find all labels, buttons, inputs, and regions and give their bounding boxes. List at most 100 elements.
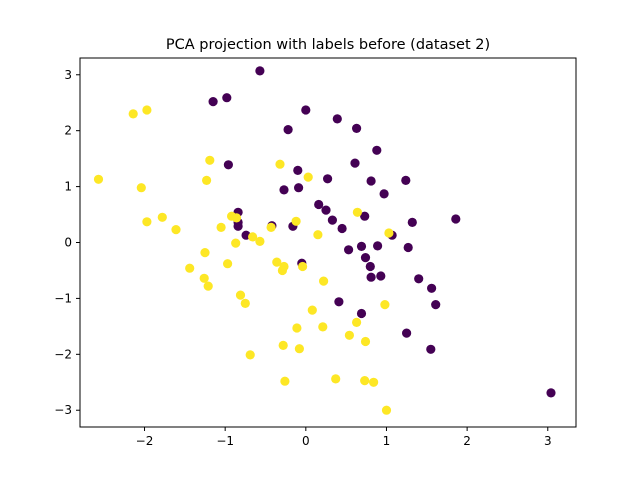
data-point-1-16 <box>352 207 362 217</box>
y-tick-label: −2 <box>54 347 72 361</box>
data-point-0-21 <box>327 215 337 225</box>
data-point-0-3 <box>301 105 311 115</box>
data-point-1-34 <box>307 305 317 315</box>
data-point-1-1 <box>142 105 152 115</box>
data-point-0-7 <box>372 145 382 155</box>
data-point-1-18 <box>313 230 323 240</box>
data-point-0-9 <box>350 158 360 168</box>
data-point-1-32 <box>235 290 246 300</box>
data-point-1-44 <box>331 374 341 384</box>
data-point-0-36 <box>365 261 375 272</box>
data-point-1-17 <box>384 228 394 238</box>
data-point-1-21 <box>231 238 241 248</box>
x-tick-label: 0 <box>302 434 310 448</box>
x-tick-label: 1 <box>383 434 391 448</box>
data-point-0-17 <box>314 199 324 210</box>
data-point-0-14 <box>279 185 289 195</box>
data-point-1-28 <box>185 263 195 273</box>
data-point-0-10 <box>293 165 303 175</box>
data-point-1-30 <box>203 281 213 291</box>
data-point-1-20 <box>255 236 265 246</box>
data-point-1-5 <box>136 183 146 193</box>
x-tick-label: −1 <box>216 434 234 448</box>
data-point-0-20 <box>407 217 417 227</box>
data-point-1-14 <box>266 222 276 232</box>
data-point-0-22 <box>451 214 461 224</box>
x-tick-label: 2 <box>463 434 471 448</box>
x-axis: −2 −1 0 1 2 3 <box>136 427 552 448</box>
data-point-1-37 <box>318 322 328 332</box>
data-point-1-12 <box>216 222 226 232</box>
data-point-1-29 <box>199 273 209 283</box>
y-tick-label: −3 <box>54 403 72 417</box>
data-point-0-6 <box>352 123 362 133</box>
data-point-1-15 <box>291 216 301 226</box>
data-point-1-0 <box>128 109 138 119</box>
y-tick-label: 2 <box>64 124 72 138</box>
data-point-1-35 <box>380 300 390 310</box>
data-point-1-4 <box>202 175 212 185</box>
data-point-0-35 <box>360 253 371 263</box>
data-point-0-19 <box>360 211 370 221</box>
data-point-1-38 <box>352 317 362 327</box>
data-point-0-38 <box>366 272 376 282</box>
data-point-1-31 <box>319 276 329 286</box>
data-point-1-2 <box>93 174 104 184</box>
data-point-1-6 <box>275 159 285 169</box>
data-point-0-32 <box>373 241 383 251</box>
data-point-1-23 <box>223 259 233 269</box>
data-point-1-24 <box>272 257 282 267</box>
y-tick-label: 1 <box>64 180 72 194</box>
data-point-1-46 <box>360 376 370 386</box>
data-point-0-11 <box>323 174 333 184</box>
data-point-0-39 <box>376 271 386 281</box>
data-point-0-2 <box>222 93 232 103</box>
data-point-0-47 <box>546 388 556 398</box>
data-point-0-44 <box>356 308 367 319</box>
data-point-1-39 <box>344 330 354 340</box>
data-point-0-4 <box>332 114 342 124</box>
data-point-0-13 <box>401 175 411 185</box>
data-point-0-8 <box>223 160 233 170</box>
y-axis: −3 −2 −1 0 1 2 3 <box>54 68 80 417</box>
data-point-0-43 <box>334 297 344 307</box>
data-point-0-0 <box>255 66 265 76</box>
data-point-0-5 <box>283 125 293 135</box>
data-point-1-48 <box>381 405 392 415</box>
data-point-0-15 <box>294 183 304 193</box>
data-point-0-45 <box>402 328 412 338</box>
data-point-1-41 <box>278 340 288 350</box>
data-point-1-36 <box>292 323 302 333</box>
data-point-1-13 <box>231 213 242 223</box>
data-point-1-9 <box>142 217 152 227</box>
chart-title: PCA projection with labels before (datas… <box>166 37 490 53</box>
x-tick-label: −2 <box>136 434 154 448</box>
data-point-1-11 <box>171 225 181 235</box>
data-point-0-1 <box>208 97 218 107</box>
data-point-0-34 <box>344 245 354 255</box>
y-tick-label: −1 <box>54 291 72 305</box>
data-point-0-41 <box>427 283 437 293</box>
data-point-1-3 <box>205 155 215 165</box>
data-point-0-42 <box>431 300 441 310</box>
data-point-1-27 <box>298 261 308 272</box>
data-point-1-45 <box>280 376 290 386</box>
data-point-0-16 <box>379 189 389 199</box>
data-point-0-25 <box>233 221 243 231</box>
data-point-0-40 <box>414 274 424 284</box>
plot-area <box>79 57 577 428</box>
data-point-1-8 <box>157 212 167 222</box>
data-point-1-43 <box>245 350 255 360</box>
data-points <box>93 66 556 415</box>
data-point-1-22 <box>200 248 210 258</box>
data-point-0-18 <box>321 205 331 215</box>
y-tick-label: 0 <box>64 236 72 250</box>
x-tick-label: 3 <box>544 434 552 448</box>
data-point-0-12 <box>366 176 376 186</box>
data-point-1-7 <box>303 172 313 182</box>
data-point-1-47 <box>369 377 379 387</box>
data-point-1-42 <box>294 344 304 354</box>
data-point-0-28 <box>337 223 347 234</box>
data-point-0-33 <box>403 242 413 253</box>
